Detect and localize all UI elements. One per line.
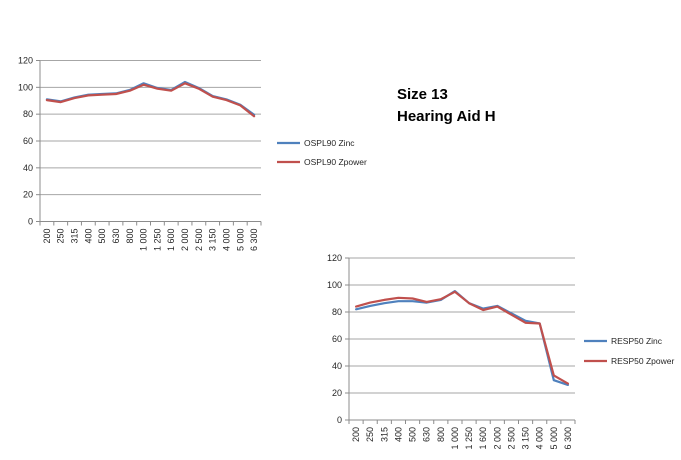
y-tick-label: 100 [18,82,33,92]
series-line-resp50-zinc [355,290,570,386]
title-line-2: Hearing Aid H [397,108,496,125]
chart-title-block: Size 13 Hearing Aid H [397,84,496,128]
x-tick-label: 5 000 [235,229,245,252]
y-tick-label: 80 [23,109,33,119]
x-tick-label: 800 [125,229,135,244]
y-tick-label: 20 [23,190,33,200]
x-tick-label: 200 [351,427,361,442]
legend-label: OSPL90 Zpower [304,157,367,167]
x-tick-label: 5 000 [549,427,559,450]
x-tick-label: 800 [436,427,446,442]
x-tick-label: 400 [83,229,93,244]
x-tick-label: 400 [393,427,403,442]
x-tick-label: 1 600 [478,427,488,450]
x-tick-label: 1 000 [450,427,460,450]
x-tick-label: 3 150 [208,229,218,252]
x-tick-label: 500 [408,427,418,442]
x-tick-label: 4 000 [221,229,231,252]
y-tick-label: 0 [337,415,342,425]
x-tick-label: 500 [97,229,107,244]
x-tick-label: 1 000 [139,229,149,252]
x-tick-label: 250 [365,427,375,442]
y-tick-label: 100 [327,280,342,290]
x-tick-label: 630 [422,427,432,442]
y-tick-label: 40 [23,163,33,173]
title-line-1: Size 13 [397,86,448,103]
x-tick-label: 2 000 [492,427,502,450]
x-tick-label: 4 000 [535,427,545,450]
y-tick-label: 120 [327,253,342,263]
x-tick-label: 1 600 [166,229,176,252]
legend-label: OSPL90 Zinc [304,138,355,148]
legend-label: RESP50 Zpower [611,356,674,366]
y-tick-label: 0 [28,217,33,227]
legend-label: RESP50 Zinc [611,336,663,346]
x-tick-label: 1 250 [464,427,474,450]
y-tick-label: 60 [23,136,33,146]
series-line-ospl90-zpower [45,82,256,118]
y-tick-label: 60 [332,334,342,344]
y-tick-label: 120 [18,56,33,66]
x-tick-label: 200 [42,229,52,244]
x-tick-label: 2 500 [506,427,516,450]
x-tick-label: 3 150 [521,427,531,450]
y-tick-label: 20 [332,388,342,398]
x-tick-label: 6 300 [563,427,573,450]
x-tick-label: 630 [111,229,121,244]
x-tick-label: 2 500 [194,229,204,252]
x-tick-label: 2 000 [180,229,190,252]
y-tick-label: 80 [332,307,342,317]
y-tick-label: 40 [332,361,342,371]
series-line-resp50-zpower [355,290,570,385]
x-tick-label: 250 [56,229,66,244]
x-tick-label: 1 250 [152,229,162,252]
x-tick-label: 315 [379,427,389,442]
x-tick-label: 6 300 [249,229,259,252]
x-tick-label: 315 [70,229,80,244]
